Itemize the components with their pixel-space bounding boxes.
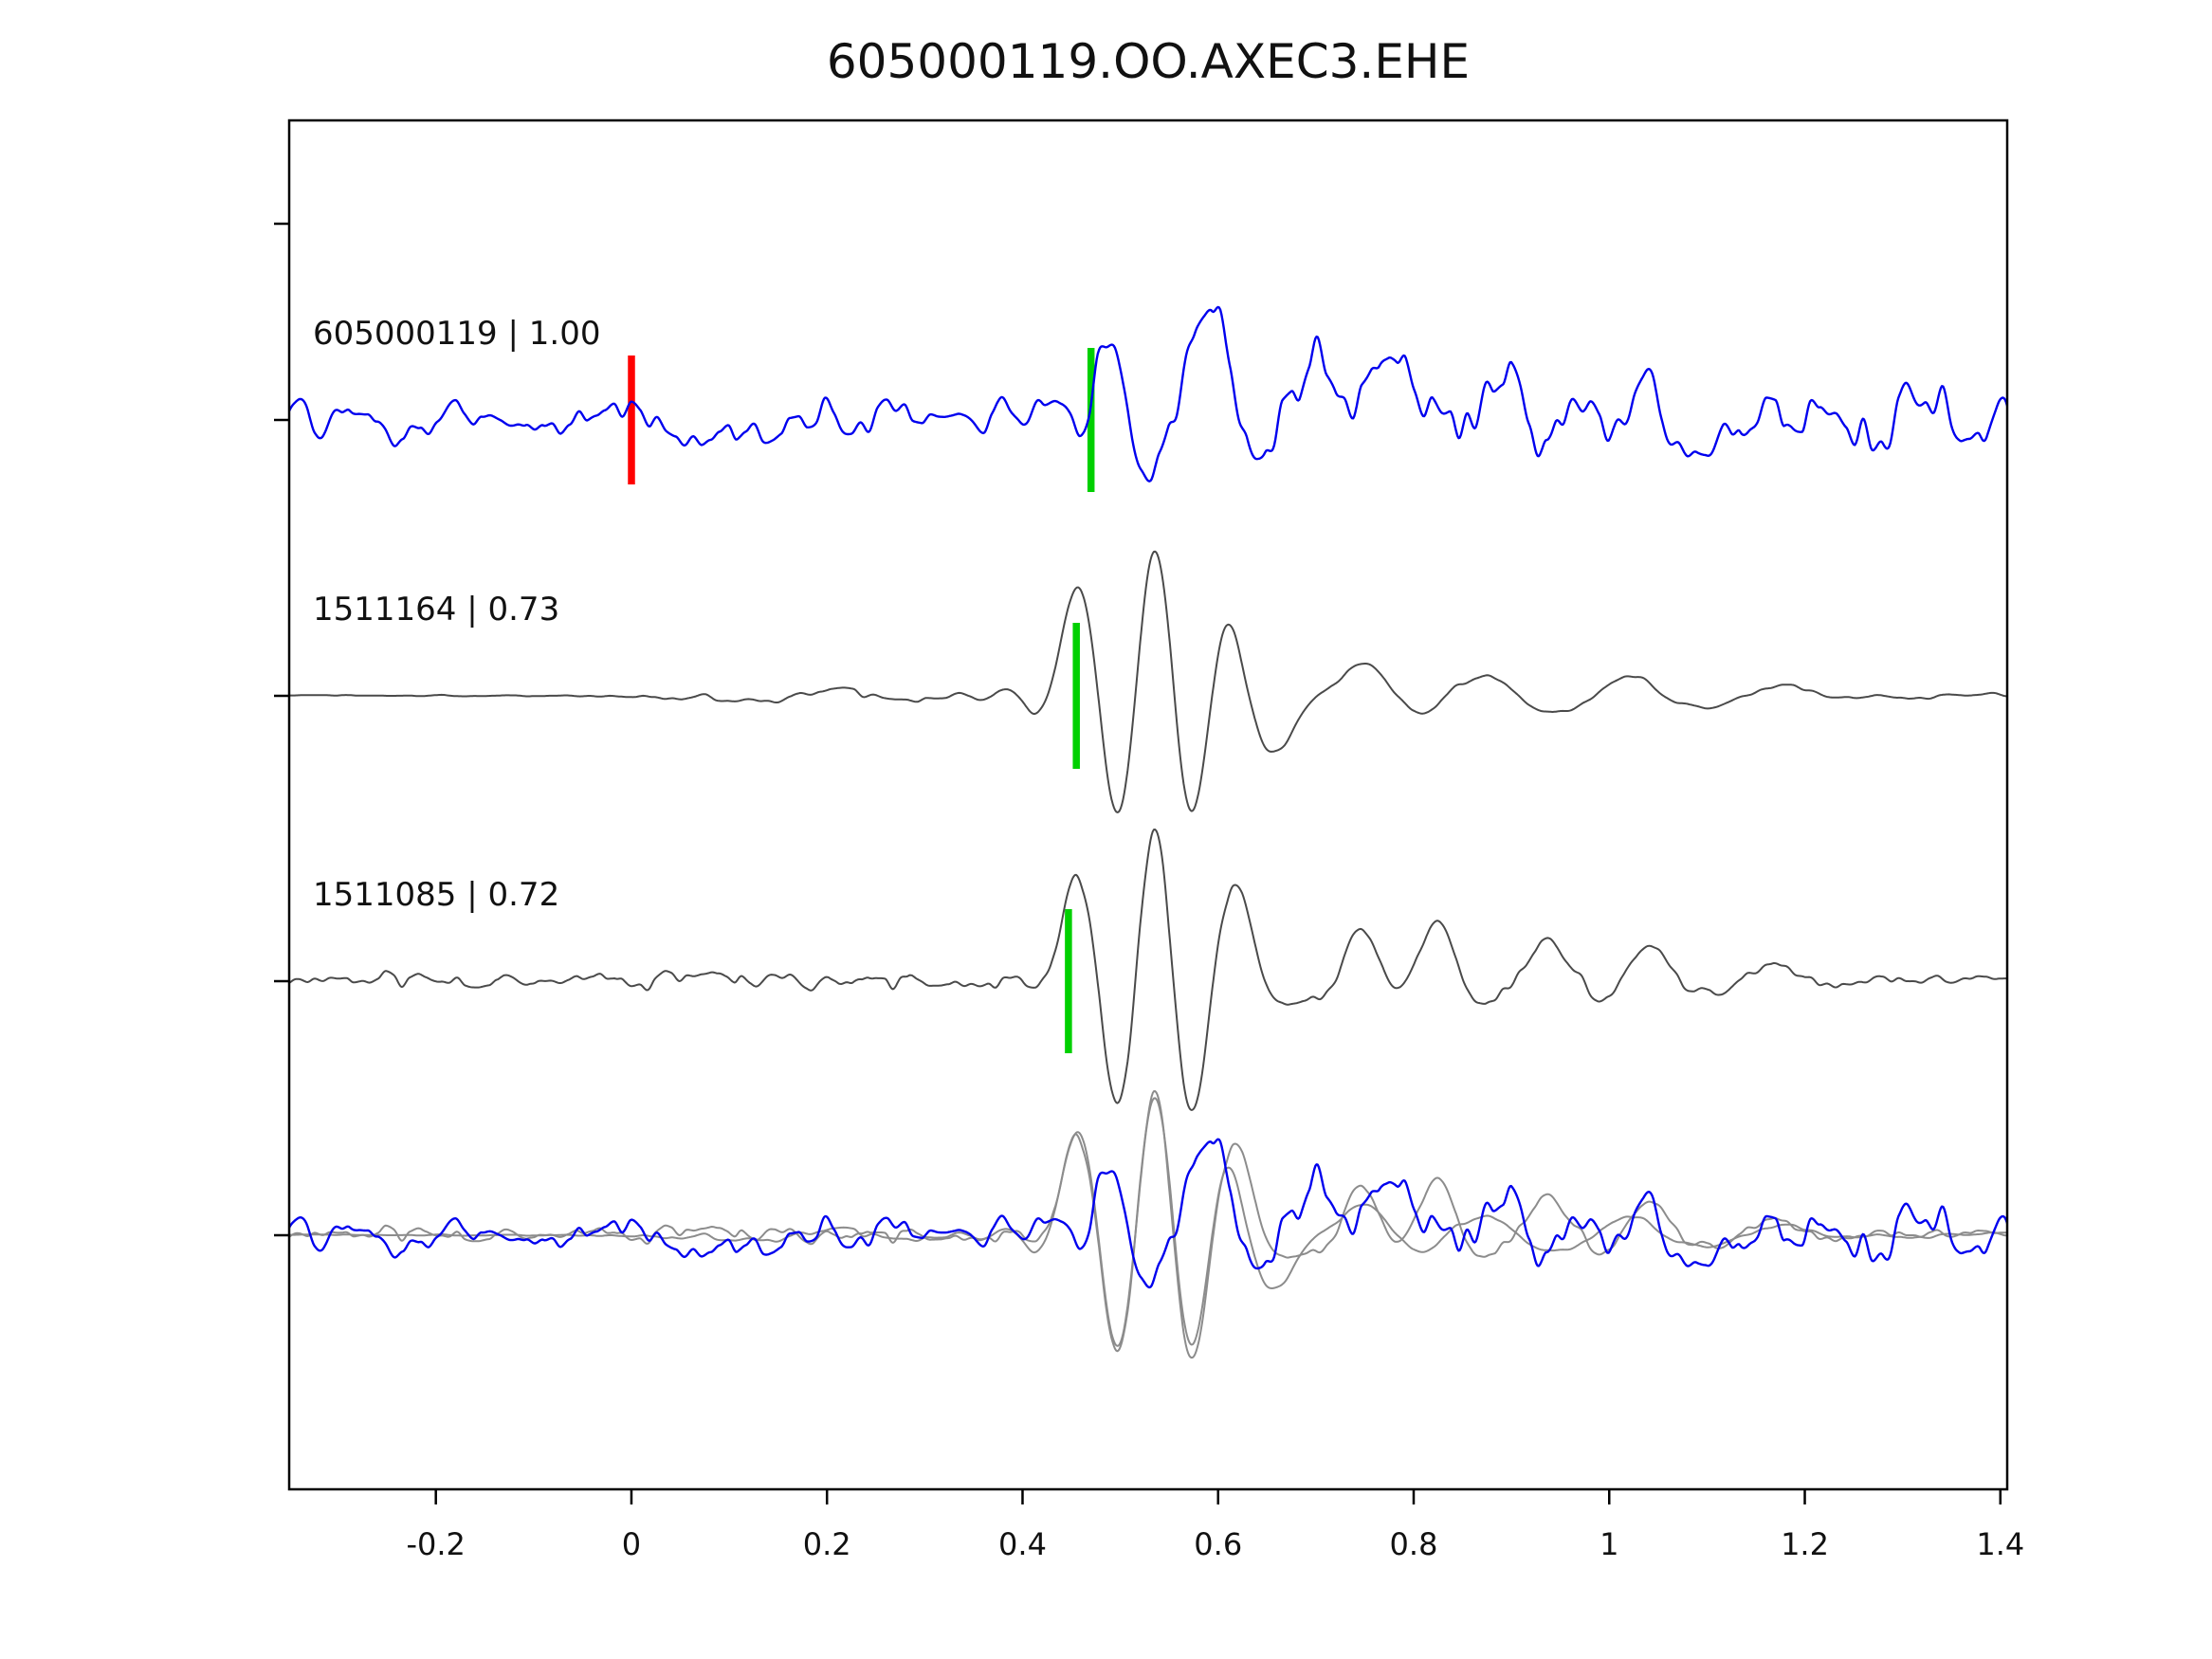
pick-markers-layer [628, 348, 1095, 1053]
trace-label: 605000119 | 1.00 [313, 315, 600, 353]
axes-layer: -0.2 0 0.2 0.4 0.6 0.8 1 1.2 1.4 [274, 118, 2024, 1562]
trace-template [289, 305, 2007, 483]
trace-match-2 [289, 829, 2007, 1111]
traces-layer [289, 305, 2007, 1359]
x-tick-label: 0.4 [998, 1526, 1047, 1562]
x-tick-label: 0 [622, 1526, 641, 1562]
x-tick-label: -0.2 [406, 1526, 465, 1562]
x-tick-label: 1 [1600, 1526, 1618, 1562]
trace-match-1 [289, 550, 2007, 813]
trace-overlay-trace-template [289, 1138, 2007, 1289]
trace-overlay-trace-match-1 [289, 1097, 2007, 1347]
axes-box [287, 118, 2009, 1491]
trace-overlay-trace-match-2 [289, 1090, 2007, 1359]
trace-label: 1511164 | 0.73 [313, 591, 559, 629]
x-tick-label: 1.2 [1781, 1526, 1829, 1562]
x-tick-label: 0.6 [1194, 1526, 1242, 1562]
trace-labels-layer: 605000119 | 1.00 1511164 | 0.73 1511085 | … [313, 315, 600, 914]
x-tick-label: 0.2 [803, 1526, 851, 1562]
plot-title: 605000119.OO.AXEC3.EHE [827, 34, 1470, 89]
x-tick-label: 1.4 [1976, 1526, 2024, 1562]
x-tick-label: 0.8 [1390, 1526, 1438, 1562]
trace-label: 1511085 | 0.72 [313, 876, 559, 914]
